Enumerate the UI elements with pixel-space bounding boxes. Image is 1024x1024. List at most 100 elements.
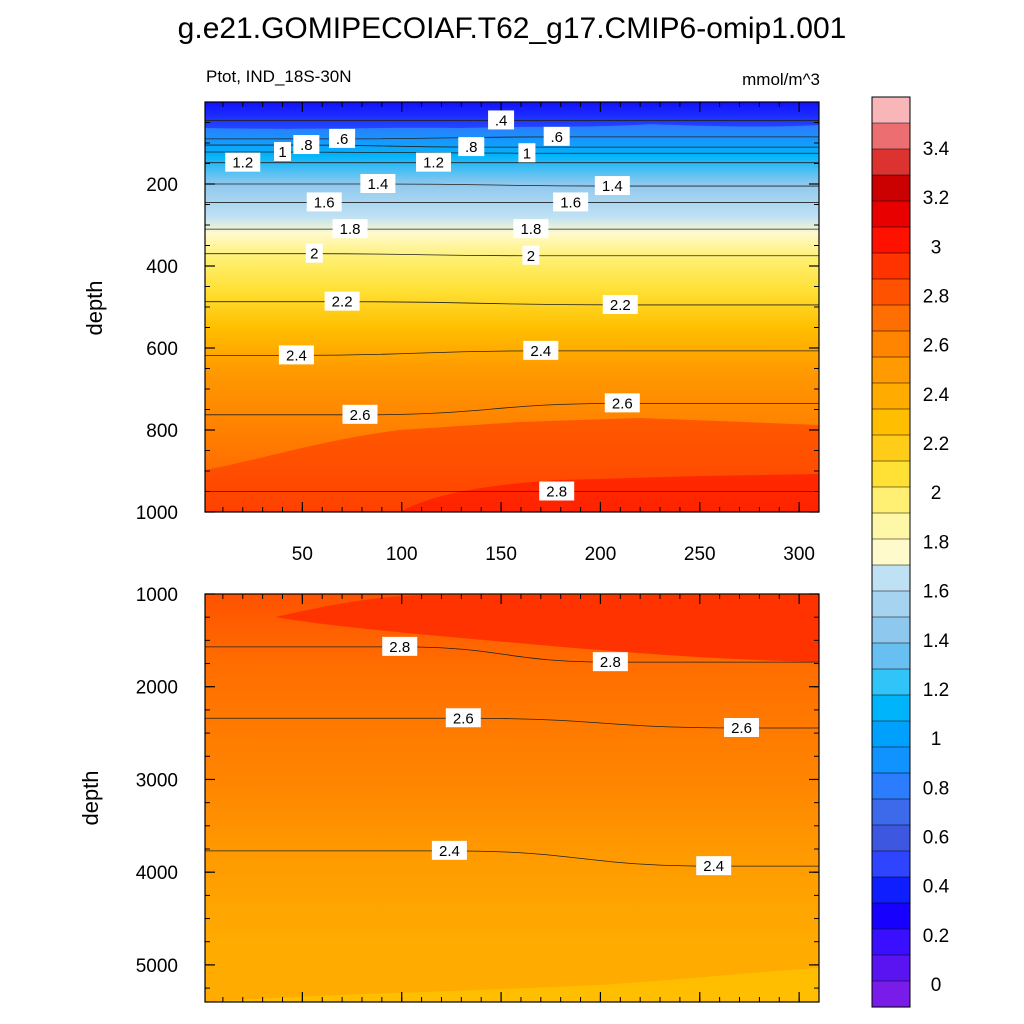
contour-label: .8 xyxy=(293,135,320,155)
contour-label: .6 xyxy=(543,126,570,146)
colorbar-swatch xyxy=(871,564,911,592)
contour-label: 2.6 xyxy=(342,404,378,424)
colorbar-swatch xyxy=(871,356,911,384)
contour-label-box xyxy=(724,717,760,737)
contour-label-box xyxy=(324,291,360,311)
contour-label: .4 xyxy=(488,110,515,130)
contour-label-text: 2.4 xyxy=(703,858,724,875)
y-tick-label: 800 xyxy=(146,421,178,442)
contour-label: 2.4 xyxy=(431,840,467,860)
contour-label: 1.2 xyxy=(416,152,452,172)
colorbar-swatch xyxy=(871,382,911,410)
contour-label-box xyxy=(523,340,559,360)
contour-label-text: 2.6 xyxy=(731,720,752,737)
y-tick-label: 4000 xyxy=(136,863,178,884)
colorbar-label: 2 xyxy=(931,483,942,504)
x-tick-label: 50 xyxy=(292,544,313,565)
colorbar-swatch xyxy=(871,512,911,540)
colorbar-label: 3 xyxy=(931,237,942,258)
upper-ylabel: depth xyxy=(82,280,107,335)
colorbar-swatch xyxy=(871,460,911,488)
colorbar-swatch xyxy=(871,590,911,618)
colorbar-label: 0.6 xyxy=(923,827,949,848)
contour-label-text: .6 xyxy=(336,131,349,148)
contour-label-text: .8 xyxy=(465,139,478,156)
contour-label-text: 2.6 xyxy=(453,710,474,727)
x-tick-label: 300 xyxy=(783,544,815,565)
colorbar-swatch xyxy=(871,928,911,956)
contour-label-box xyxy=(293,135,320,155)
contour-label: 1.2 xyxy=(225,152,261,172)
contour-label-box xyxy=(225,152,261,172)
colorbar-swatch xyxy=(871,122,911,150)
colorbar-swatch xyxy=(871,408,911,436)
colorbar-swatch xyxy=(871,278,911,306)
contour-label-box xyxy=(329,128,356,148)
y-tick-label: 2000 xyxy=(136,678,178,699)
contour-label-box xyxy=(513,219,549,239)
colorbar-swatch xyxy=(871,174,911,202)
contour-label-text: 1.2 xyxy=(423,155,444,172)
contour-label-box xyxy=(305,243,323,263)
contour-label-text: 2.6 xyxy=(612,395,633,412)
contour-label-box xyxy=(553,192,589,212)
contour-label: .8 xyxy=(458,137,485,157)
lower-contour-lines xyxy=(205,646,819,867)
y-tick-label: 5000 xyxy=(136,956,178,977)
colorbar-label: 3.2 xyxy=(923,188,949,209)
upper-deepest-region xyxy=(400,474,819,512)
colorbar-swatch xyxy=(871,330,911,358)
contour-label: 1 xyxy=(273,142,291,162)
colorbar-swatch xyxy=(871,980,911,1008)
contour-label: 2.2 xyxy=(602,294,638,314)
contour-label-text: 1.4 xyxy=(367,176,388,193)
colorbar-swatch xyxy=(871,200,911,228)
colorbar-swatch xyxy=(871,538,911,566)
contour-label: 2.4 xyxy=(278,345,314,365)
contour-label: 2.8 xyxy=(539,481,575,501)
contour-label-text: 2.8 xyxy=(600,654,621,671)
colorbar-swatch xyxy=(871,850,911,878)
x-tick-label: 150 xyxy=(485,544,517,565)
upper-contour-labels: .4 .8 .6 1 1.2 .8 .6 1 1.2 1.4 1.4 1.6 1.6 1.8 1.8 2 2 2.… xyxy=(225,110,640,501)
contour-label-box xyxy=(458,137,485,157)
colorbar-swatch xyxy=(871,798,911,826)
units-label: mmol/m^3 xyxy=(742,70,820,89)
colorbar-swatch xyxy=(871,902,911,930)
colorbar-label: 1.6 xyxy=(923,582,949,603)
contour-label: 1.8 xyxy=(332,219,368,239)
colorbar-frame xyxy=(871,96,911,1008)
colorbar-label: 2.4 xyxy=(923,385,950,406)
contour-line xyxy=(205,717,819,729)
variable-label: Ptot, IND_18S-30N xyxy=(206,67,352,86)
contour-label-text: 2.6 xyxy=(350,407,371,424)
contour-label: 2.8 xyxy=(382,636,418,656)
contour-line xyxy=(205,301,819,306)
colorbar-swatch xyxy=(871,954,911,982)
contour-label-text: 1 xyxy=(278,144,286,161)
lower-ylabel: depth xyxy=(78,770,103,825)
y-tick-label: 1000 xyxy=(136,585,178,606)
contour-label-text: 1.4 xyxy=(602,178,623,195)
contour-label: 2 xyxy=(305,243,323,263)
colorbar-swatch xyxy=(871,668,911,696)
colorbar-swatch xyxy=(871,96,911,124)
contour-label-box xyxy=(604,393,640,413)
contour-label-box xyxy=(332,219,368,239)
contour-label-text: 2.4 xyxy=(439,843,460,860)
colorbar-swatch xyxy=(871,434,911,462)
contour-label-box xyxy=(696,856,732,876)
colorbar-label: 1 xyxy=(931,729,942,750)
chart-title: g.e21.GOMIPECOIAF.T62_g17.CMIP6-omip1.00… xyxy=(178,12,847,45)
colorbar-swatch xyxy=(871,876,911,904)
colorbar-swatch xyxy=(871,772,911,800)
contour-label: 2.6 xyxy=(724,717,760,737)
colorbar-label: 1.2 xyxy=(923,680,949,701)
contour-label-text: 2.2 xyxy=(332,294,353,311)
contour-line xyxy=(205,646,819,663)
contour-label-text: 2.8 xyxy=(389,639,410,656)
contour-line xyxy=(205,144,819,148)
contour-label-box xyxy=(360,174,396,193)
